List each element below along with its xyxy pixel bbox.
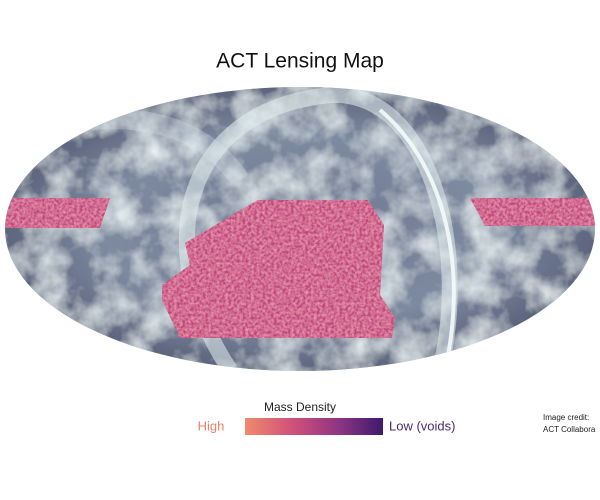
credit-line: Image credit: [543, 413, 589, 422]
sky-map [5, 87, 595, 371]
low-label: Low (voids) [389, 418, 455, 433]
survey-region [5, 198, 595, 338]
legend-title: Mass Density [264, 400, 336, 414]
credit-line: ACT Collabora [543, 425, 596, 434]
title: ACT Lensing Map [216, 50, 384, 73]
colorbar [245, 418, 383, 435]
high-label: High [198, 418, 225, 433]
